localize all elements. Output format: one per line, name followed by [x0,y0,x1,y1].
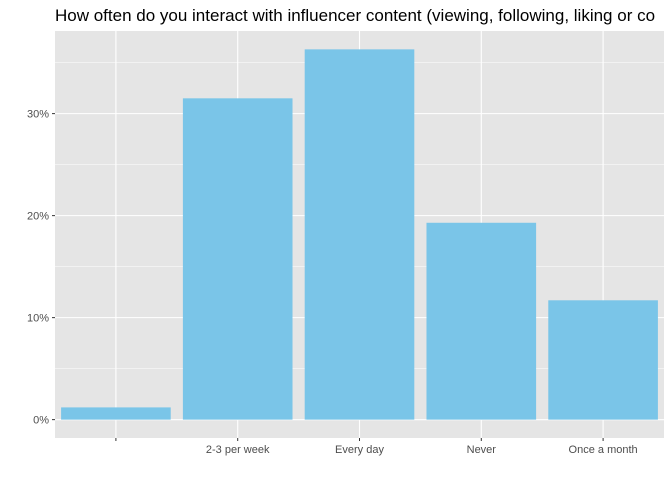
bar [426,222,537,420]
x-tick-label: Once a month [569,444,638,456]
bar [61,407,171,420]
bars [61,49,658,420]
x-tick-label: Never [467,444,497,456]
bar [304,49,415,420]
y-tick-label: 0% [33,415,49,427]
x-tick-label: 2-3 per week [206,444,270,456]
y-tick-label: 30% [27,109,49,121]
bar [548,300,658,420]
y-tick-label: 20% [27,211,49,223]
x-axis: 2-3 per week Every day Never Once a month [115,438,638,456]
chart-title: How often do you interact with influence… [55,6,655,25]
y-axis: 0% 10% 20% 30% [27,109,55,427]
x-tick-label: Every day [335,444,384,456]
bar [182,98,293,420]
y-tick-label: 10% [27,313,49,325]
